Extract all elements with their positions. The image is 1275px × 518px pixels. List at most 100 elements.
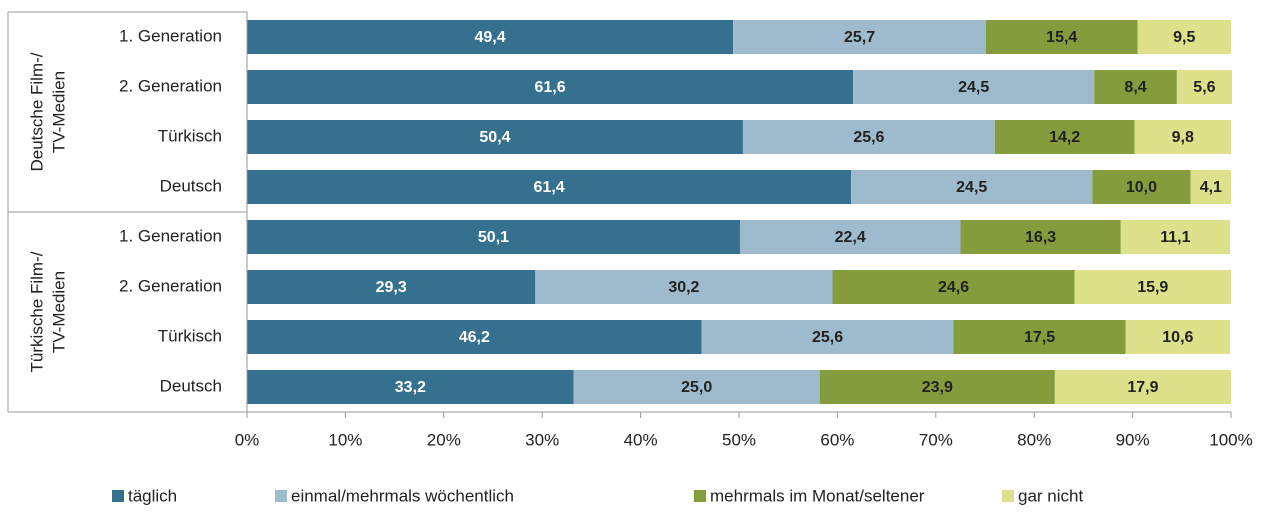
bar-segment <box>994 120 1135 154</box>
x-tick-label: 30% <box>525 430 559 449</box>
bar-segment <box>985 20 1138 54</box>
value-label: 25,6 <box>853 129 884 146</box>
x-tick-label: 100% <box>1209 430 1252 449</box>
value-label: 10,6 <box>1162 329 1193 346</box>
legend-item: mehrmals im Monat/seltener <box>694 486 925 505</box>
bar-segment <box>247 370 574 404</box>
bar-segment <box>1190 170 1231 204</box>
value-label: 61,6 <box>535 79 566 96</box>
category-label: 2. Generation <box>119 76 222 95</box>
legend-label: einmal/mehrmals wöchentlich <box>291 486 514 505</box>
bar-segment <box>853 70 1095 104</box>
value-label: 50,1 <box>478 229 509 246</box>
value-label: 23,9 <box>922 379 953 396</box>
value-label: 8,4 <box>1124 79 1146 96</box>
value-label: 25,7 <box>844 29 875 46</box>
x-tick-label: 80% <box>1017 430 1051 449</box>
value-label: 25,6 <box>812 329 843 346</box>
value-label: 50,4 <box>479 129 510 146</box>
bar-segment <box>247 270 536 304</box>
value-label: 33,2 <box>395 379 426 396</box>
bar-segment <box>960 220 1121 254</box>
category-label: 1. Generation <box>119 26 222 45</box>
value-label: 10,0 <box>1126 179 1157 196</box>
x-tick-label: 10% <box>328 430 362 449</box>
legend-swatch <box>275 490 287 502</box>
group-label: TV-Medien <box>49 71 68 153</box>
category-label: Deutsch <box>160 376 222 395</box>
legend-item: gar nicht <box>1002 486 1083 505</box>
category-label: Türkisch <box>158 326 222 345</box>
x-tick-label: 40% <box>624 430 658 449</box>
legend-swatch <box>112 490 124 502</box>
value-label: 17,9 <box>1127 379 1158 396</box>
value-label: 24,6 <box>938 279 969 296</box>
legend-swatch <box>1002 490 1014 502</box>
legend-item: einmal/mehrmals wöchentlich <box>275 486 514 505</box>
bar-segment <box>1054 370 1231 404</box>
category-label: Türkisch <box>158 126 222 145</box>
x-tick-label: 90% <box>1116 430 1150 449</box>
value-label: 49,4 <box>474 29 505 46</box>
bar-segment <box>247 70 854 104</box>
legend-swatch <box>694 490 706 502</box>
value-label: 29,3 <box>376 279 407 296</box>
bar-segment <box>247 170 852 204</box>
bar-segment <box>832 270 1075 304</box>
value-label: 22,4 <box>835 229 866 246</box>
bar-segment <box>1125 320 1231 354</box>
value-label: 5,6 <box>1193 79 1215 96</box>
bar-segment <box>1120 220 1231 254</box>
value-label: 14,2 <box>1049 129 1080 146</box>
bar-segment <box>247 320 702 354</box>
legend-item: täglich <box>112 486 177 505</box>
x-tick-label: 70% <box>919 430 953 449</box>
bar-segment <box>247 220 740 254</box>
value-label: 17,5 <box>1024 329 1055 346</box>
bar-segment <box>1176 70 1232 104</box>
value-label: 9,8 <box>1172 129 1194 146</box>
bar-segment <box>573 370 820 404</box>
category-label: Deutsch <box>160 176 222 195</box>
bar-segment <box>953 320 1126 354</box>
x-tick-label: 60% <box>820 430 854 449</box>
bar-segment <box>742 120 995 154</box>
legend-label: täglich <box>128 486 177 505</box>
group-label: TV-Medien <box>49 271 68 353</box>
legend-label: gar nicht <box>1018 486 1083 505</box>
bar-segment <box>247 20 734 54</box>
bar-segment <box>247 120 743 154</box>
bar-segment <box>733 20 986 54</box>
bar-segment <box>1074 270 1231 304</box>
value-label: 24,5 <box>958 79 989 96</box>
bar-segment <box>1134 120 1231 154</box>
group-label: Türkische Film-/ <box>27 251 46 372</box>
bar-segment <box>1137 20 1231 54</box>
value-label: 11,1 <box>1160 229 1190 246</box>
category-label: 1. Generation <box>119 226 222 245</box>
x-tick-label: 50% <box>722 430 756 449</box>
value-label: 61,4 <box>534 179 565 196</box>
x-tick-label: 0% <box>235 430 260 449</box>
value-label: 9,5 <box>1173 29 1195 46</box>
bar-segment <box>851 170 1093 204</box>
bar-segment <box>739 220 961 254</box>
value-label: 15,4 <box>1046 29 1077 46</box>
bar-segment <box>535 270 833 304</box>
bar-segment <box>701 320 954 354</box>
legend-label: mehrmals im Monat/seltener <box>710 486 925 505</box>
bar-segment <box>1092 170 1191 204</box>
value-label: 15,9 <box>1137 279 1168 296</box>
x-tick-label: 20% <box>427 430 461 449</box>
value-label: 24,5 <box>956 179 987 196</box>
value-label: 46,2 <box>459 329 490 346</box>
value-label: 4,1 <box>1200 179 1222 196</box>
group-label: Deutsche Film-/ <box>27 52 46 171</box>
bar-segment <box>819 370 1055 404</box>
value-label: 25,0 <box>681 379 712 396</box>
value-label: 16,3 <box>1025 229 1056 246</box>
category-label: 2. Generation <box>119 276 222 295</box>
bar-segment <box>1094 70 1177 104</box>
value-label: 30,2 <box>668 279 699 296</box>
